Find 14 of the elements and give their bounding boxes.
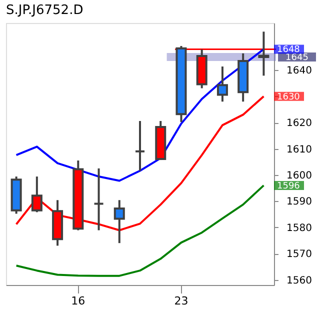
x-tick-label: 23 xyxy=(174,294,188,308)
ref-line-label: 1645 xyxy=(286,53,308,64)
y-tick-label: 1560 xyxy=(286,275,312,286)
y-tick-label: 1580 xyxy=(286,222,312,234)
chart-title: S.JP.J6752.D xyxy=(6,3,84,18)
data-label: 1596 xyxy=(277,181,300,192)
y-tick-label: 1590 xyxy=(286,196,312,208)
y-tick-label: 1600 xyxy=(286,170,312,182)
y-tick-label: 1570 xyxy=(286,249,312,260)
y-tick-label: 1620 xyxy=(286,118,312,130)
y-tick-label: 1640 xyxy=(286,66,312,77)
y-tick-label: 1610 xyxy=(286,144,312,156)
x-tick-label: 16 xyxy=(71,294,86,308)
data-label: 1630 xyxy=(277,92,300,102)
